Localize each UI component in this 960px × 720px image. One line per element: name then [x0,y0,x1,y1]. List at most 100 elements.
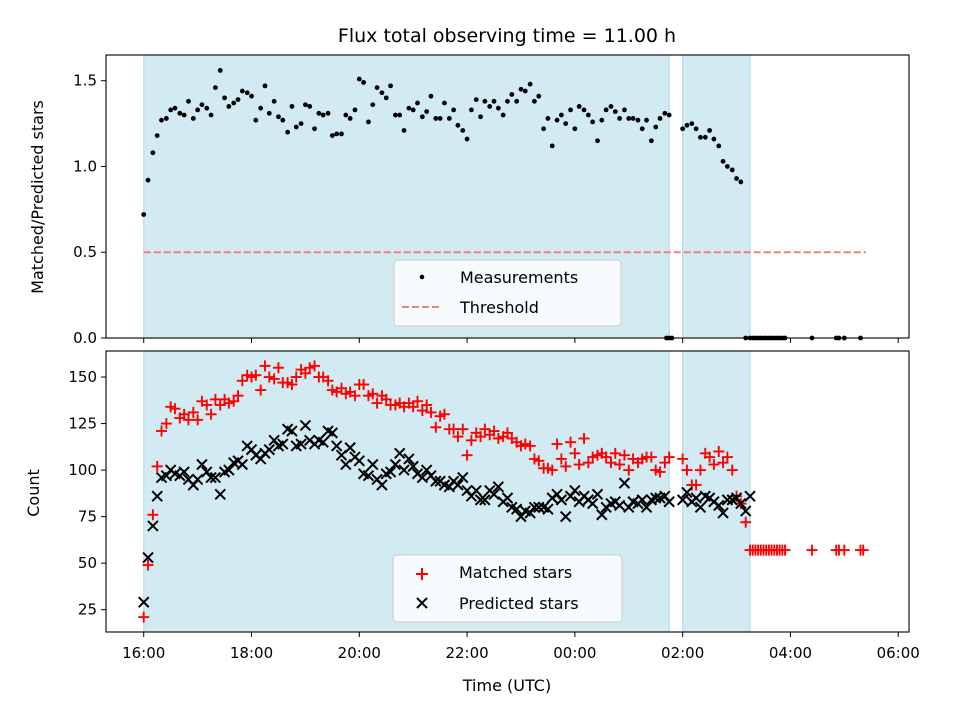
bottom-predicted-stars-point [326,427,339,439]
bottom-predicted-stars-point [501,492,514,504]
top-measurements-point [532,98,537,104]
top-measurements-point [630,116,636,121]
bottom-matched-stars-point [690,479,702,491]
top-legend: Measurements Threshold [393,259,622,327]
legend-measurements-label: Measurements [460,268,578,287]
bottom-matched-stars-point [721,451,733,463]
bottom-predicted-stars-point [744,490,756,502]
bottom-predicted-stars-point [569,484,581,497]
top-measurements-point [563,121,569,127]
bottom-predicted-stars-point [236,458,249,471]
top-measurements-point [231,100,237,106]
top-measurements-point [208,112,214,118]
bottom-matched-stars-point [187,406,199,418]
top-measurements-point [271,98,277,104]
bottom-predicted-stars-point [430,475,442,487]
bottom-predicted-stars-point [353,455,366,467]
top-measurements-point [603,107,609,113]
bottom-predicted-stars-point [389,458,402,471]
bottom-matched-stars-point [565,436,577,448]
top-measurements-point [689,121,695,127]
bottom-predicted-stars-point [416,471,429,484]
top-measurements-point [204,105,210,111]
bottom-matched-stars-point [546,464,558,476]
bottom-predicted-stars-point [178,466,190,478]
top-measurements-point [549,143,555,149]
top-measurements-point [154,133,160,139]
bottom-matched-stars-point [488,425,500,437]
bottom-matched-stars-point [268,373,280,385]
bottom-predicted-stars-point [591,488,604,500]
top-measurements-point [312,126,317,132]
bottom-predicted-stars-point [263,443,276,456]
top-measurements-point [698,134,703,140]
top-measurements-point [505,98,510,104]
bottom-matched-stars-point [147,509,159,521]
top-measurements-point [595,138,600,144]
top-measurements-point [455,122,461,128]
top-measurements-point [424,109,430,114]
bottom-matched-stars-point [645,451,657,463]
top-measurements-point [172,105,178,111]
top-measurements-point [298,121,304,127]
top-measurements-point [478,114,483,120]
top-measurements-point [545,116,551,121]
top-measurements-point [329,133,335,139]
top-measurements-point [644,117,649,123]
top-measurements-point [662,110,668,116]
bottom-predicted-stars-point [384,466,397,478]
top-y-tick-label: 0.5 [73,243,97,261]
bottom-x-tick-label: 02:00 [661,644,704,662]
bottom-matched-stars-point [201,399,213,411]
bottom-matched-stars-point [290,371,302,383]
bottom-matched-stars-point [623,464,635,476]
top-measurements-point [347,116,353,121]
bottom-matched-stars-point [587,451,599,463]
bottom-predicted-stars-point [613,499,626,512]
top-measurements-point [509,92,515,97]
bottom-y-tick-label: 100 [68,461,97,479]
bottom-matched-stars-point [457,423,469,435]
top-measurements-point [473,97,479,102]
bottom-matched-stars-point [236,375,248,387]
bottom-predicted-stars-point [286,425,298,437]
bottom-matched-stars-point [255,384,267,396]
bottom-x-tick-label: 18:00 [230,644,273,662]
bottom-predicted-stars-point [559,510,572,523]
top-measurements-point [608,104,614,109]
top-measurements-point [451,107,457,113]
top-measurements-point [626,116,632,121]
top-measurements-point [729,167,735,173]
bottom-matched-stars-point [411,395,423,407]
bottom-predicted-stars-point [330,440,343,452]
bottom-y-tick-label: 50 [78,554,97,572]
top-measurements-point [383,95,389,101]
bottom-panel: 25 50 75 100 125 150 16:00 18:00 20:00 22:00 00:0… [24,350,920,695]
bottom-matched-stars-point [461,449,473,461]
top-measurements-point [190,116,196,121]
top-measurements-point [415,100,420,106]
top-y-ticks: 0.0 0.5 1.0 1.5 [73,72,106,347]
bottom-predicted-stars-point [721,494,734,506]
bottom-predicted-stars-point [191,473,204,486]
top-measurements-point [195,107,201,113]
bottom-x-tick-label: 16:00 [122,644,165,662]
top-measurements-point [374,85,380,90]
bottom-predicted-stars-point [376,479,388,491]
bottom-predicted-stars-point [317,436,329,448]
bottom-matched-stars-point [228,395,240,407]
top-measurements-point [293,124,299,130]
top-measurements-point [568,107,573,113]
bottom-predicted-stars-point [142,551,154,564]
bottom-matched-stars-point [304,362,316,374]
top-measurements-point [280,117,286,123]
bottom-matched-stars-point [367,388,379,400]
bottom-matched-stars-point [259,360,271,372]
bottom-matched-stars-point [151,460,163,472]
bottom-matched-stars-point [502,427,513,439]
top-measurements-point [361,80,367,85]
top-measurements-point [168,107,174,113]
bottom-matched-stars-point [533,455,545,467]
bottom-predicted-stars-point [151,490,163,502]
bottom-matched-stars-point [600,451,612,463]
